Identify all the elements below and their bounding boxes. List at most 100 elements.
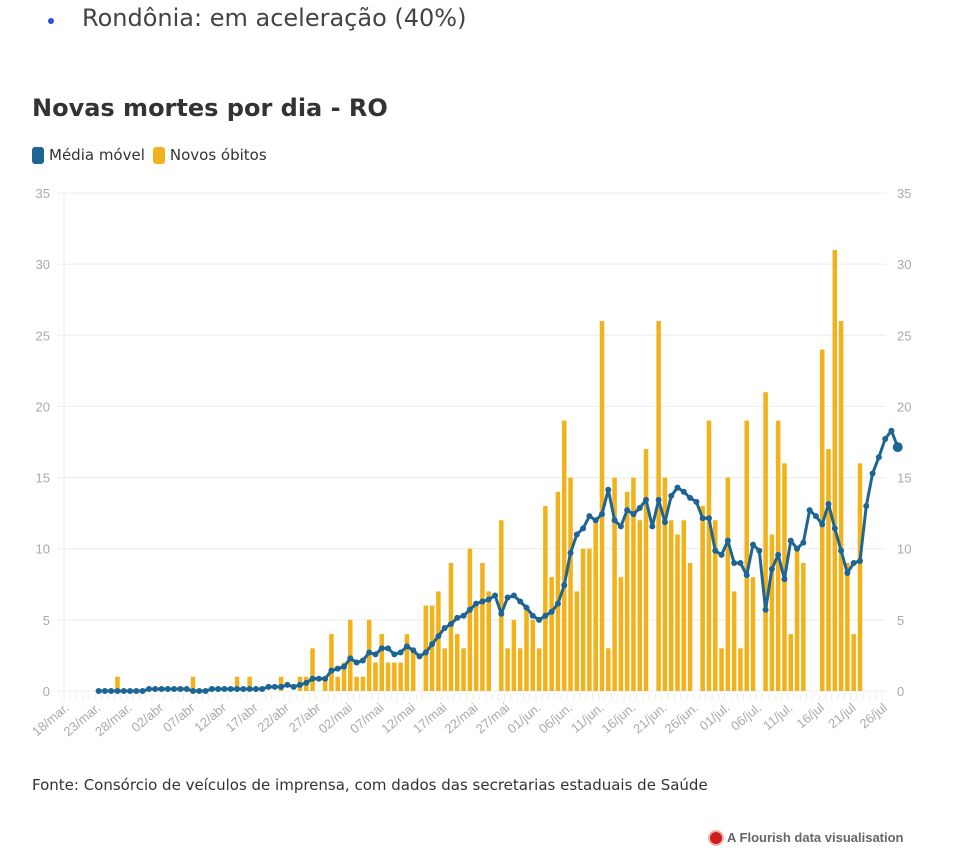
- point-media-movel[interactable]: [454, 614, 461, 621]
- point-media-movel[interactable]: [580, 525, 587, 532]
- point-media-movel[interactable]: [447, 620, 454, 627]
- point-media-movel[interactable]: [737, 559, 744, 566]
- bar-novos-obitos[interactable]: [234, 676, 240, 691]
- bar-novos-obitos[interactable]: [385, 662, 391, 691]
- point-media-movel[interactable]: [359, 657, 366, 664]
- bar-novos-obitos[interactable]: [410, 648, 416, 691]
- bar-novos-obitos[interactable]: [763, 392, 768, 691]
- bar-novos-obitos[interactable]: [832, 249, 838, 691]
- point-media-movel[interactable]: [485, 596, 492, 603]
- bar-novos-obitos[interactable]: [322, 676, 328, 691]
- bar-novos-obitos[interactable]: [668, 520, 674, 691]
- flourish-credit[interactable]: A Flourish data visualisation: [710, 830, 904, 845]
- point-media-movel[interactable]: [246, 686, 253, 693]
- bar-novos-obitos[interactable]: [712, 520, 718, 691]
- bar-novos-obitos[interactable]: [442, 648, 447, 691]
- point-media-movel[interactable]: [856, 557, 863, 564]
- point-media-movel[interactable]: [139, 688, 146, 694]
- point-media-movel[interactable]: [592, 517, 599, 524]
- point-media-movel[interactable]: [554, 600, 561, 607]
- point-media-movel[interactable]: [561, 582, 568, 589]
- bar-novos-obitos[interactable]: [524, 605, 529, 691]
- bar-novos-obitos[interactable]: [587, 548, 592, 691]
- bar-novos-obitos[interactable]: [486, 591, 491, 691]
- bar-novos-obitos[interactable]: [561, 420, 567, 691]
- point-media-movel[interactable]: [441, 624, 448, 631]
- point-media-movel[interactable]: [328, 667, 335, 674]
- point-media-movel[interactable]: [869, 470, 876, 477]
- point-media-movel[interactable]: [108, 688, 115, 694]
- point-media-movel[interactable]: [655, 496, 662, 503]
- point-media-movel[interactable]: [397, 649, 404, 656]
- point-media-movel[interactable]: [322, 675, 329, 682]
- point-media-movel[interactable]: [573, 531, 580, 538]
- point-media-movel[interactable]: [196, 688, 203, 694]
- point-media-movel[interactable]: [341, 663, 348, 670]
- point-media-movel[interactable]: [548, 608, 555, 615]
- bar-novos-obitos[interactable]: [341, 662, 347, 691]
- point-media-movel[interactable]: [152, 686, 159, 693]
- bar-novos-obitos[interactable]: [681, 520, 687, 691]
- point-media-movel[interactable]: [838, 547, 845, 554]
- bar-novos-obitos[interactable]: [637, 520, 643, 691]
- point-media-movel[interactable]: [410, 647, 417, 654]
- point-media-movel[interactable]: [479, 598, 486, 605]
- point-media-movel[interactable]: [208, 686, 215, 693]
- bar-novos-obitos[interactable]: [700, 506, 705, 691]
- bar-novos-obitos[interactable]: [499, 520, 504, 691]
- point-media-movel[interactable]: [529, 612, 536, 619]
- point-media-movel[interactable]: [636, 505, 643, 512]
- point-media-movel[interactable]: [806, 507, 813, 514]
- point-media-movel[interactable]: [164, 686, 171, 693]
- point-media-movel[interactable]: [743, 572, 750, 579]
- bar-novos-obitos[interactable]: [662, 477, 668, 691]
- bar-novos-obitos[interactable]: [115, 676, 120, 691]
- bar-novos-obitos[interactable]: [794, 548, 800, 691]
- point-media-movel[interactable]: [215, 686, 222, 693]
- point-media-movel[interactable]: [819, 521, 826, 528]
- point-media-movel[interactable]: [605, 486, 612, 493]
- point-media-movel[interactable]: [372, 651, 379, 658]
- point-media-movel[interactable]: [812, 513, 819, 520]
- bar-novos-obitos[interactable]: [549, 577, 554, 691]
- point-media-movel[interactable]: [888, 427, 895, 434]
- point-media-movel[interactable]: [775, 551, 782, 558]
- bar-novos-obitos[interactable]: [750, 577, 756, 691]
- point-media-movel[interactable]: [466, 606, 473, 613]
- point-media-movel[interactable]: [353, 659, 360, 666]
- bar-novos-obitos[interactable]: [480, 562, 485, 691]
- point-media-movel[interactable]: [504, 594, 511, 601]
- point-media-movel[interactable]: [624, 507, 631, 514]
- point-media-movel[interactable]: [473, 600, 480, 607]
- point-media-movel[interactable]: [227, 686, 234, 693]
- bar-novos-obitos[interactable]: [511, 619, 517, 691]
- point-media-movel[interactable]: [699, 515, 706, 522]
- point-media-movel[interactable]: [800, 539, 807, 546]
- point-media-movel[interactable]: [687, 494, 694, 501]
- bar-novos-obitos[interactable]: [731, 591, 737, 691]
- bar-novos-obitos[interactable]: [725, 477, 731, 691]
- point-media-movel[interactable]: [416, 653, 423, 660]
- point-media-movel[interactable]: [183, 686, 190, 693]
- bar-novos-obitos[interactable]: [404, 634, 410, 691]
- bar-novos-obitos[interactable]: [675, 534, 680, 691]
- point-media-movel[interactable]: [768, 566, 775, 573]
- point-media-movel[interactable]: [271, 683, 278, 690]
- point-media-movel[interactable]: [378, 645, 385, 652]
- point-media-movel[interactable]: [586, 513, 593, 520]
- point-media-movel[interactable]: [366, 649, 373, 656]
- point-media-movel[interactable]: [403, 643, 410, 650]
- point-media-movel[interactable]: [794, 545, 801, 552]
- point-media-movel[interactable]: [731, 559, 738, 566]
- point-media-movel[interactable]: [630, 511, 637, 518]
- point-media-movel[interactable]: [177, 686, 184, 693]
- bar-novos-obitos[interactable]: [568, 477, 573, 691]
- bar-novos-obitos[interactable]: [788, 634, 794, 691]
- point-media-movel[interactable]: [661, 519, 668, 526]
- point-media-movel[interactable]: [334, 665, 341, 672]
- bar-novos-obitos[interactable]: [473, 605, 479, 691]
- point-media-movel[interactable]: [693, 498, 700, 505]
- point-media-movel[interactable]: [756, 547, 763, 554]
- point-media-movel[interactable]: [674, 484, 681, 491]
- bar-novos-obitos[interactable]: [687, 562, 693, 691]
